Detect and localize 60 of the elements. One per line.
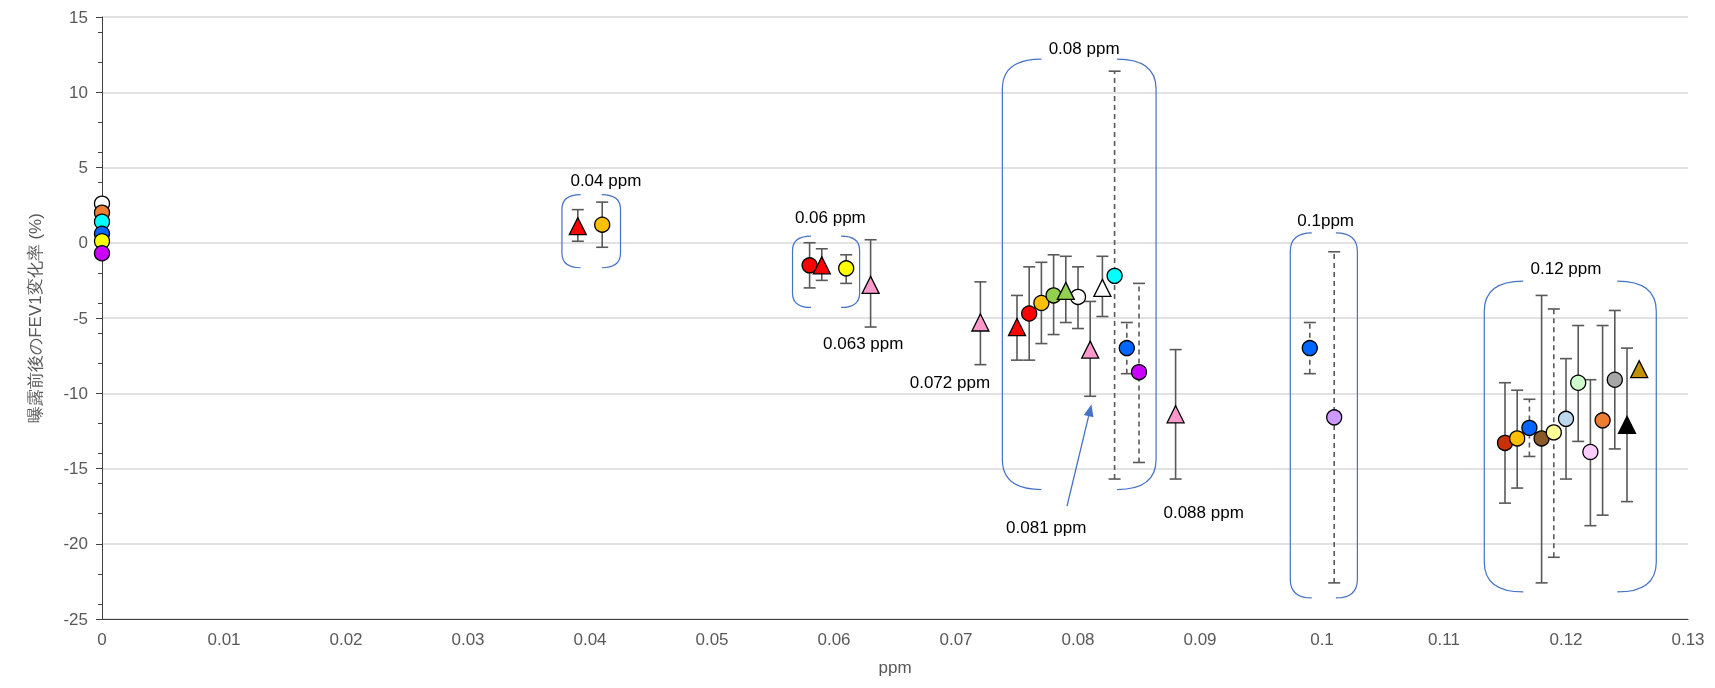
annotation: 0.088 ppm [1163, 502, 1244, 522]
point [1056, 281, 1075, 301]
point [812, 256, 831, 275]
point [1045, 287, 1062, 304]
point [1033, 294, 1050, 312]
point [1301, 339, 1318, 357]
annotation: 0.072 ppm [909, 373, 991, 393]
x-tick-label: 0.12 [1549, 630, 1583, 649]
annotation: 0.08 ppm [1048, 39, 1120, 59]
annotation: 0.1ppm [1297, 210, 1355, 230]
x-tick-label: 0.1 [1310, 630, 1334, 649]
annotation: 0.063 ppm [823, 334, 904, 354]
y-tick-label: -25 [63, 609, 88, 629]
x-axis-title: ppm [878, 658, 912, 677]
point [1557, 410, 1575, 427]
y-tick-label: 10 [69, 82, 88, 102]
y-tick-label: -5 [72, 308, 88, 328]
point [1118, 339, 1135, 357]
x-tick-label: 0 [97, 630, 107, 649]
point [1509, 430, 1526, 447]
point [93, 245, 111, 262]
x-tick-label: 0.08 [1061, 630, 1095, 649]
point [801, 257, 818, 274]
point [1081, 340, 1100, 359]
annotation: 0.06 ppm [794, 207, 866, 227]
annotation: 0.04 ppm [570, 170, 642, 190]
x-tick-label: 0.09 [1183, 630, 1217, 649]
y-tick-label: 5 [78, 158, 88, 177]
point [1570, 374, 1587, 391]
x-tick-label: 0.05 [695, 630, 729, 649]
point [1617, 415, 1637, 435]
x-tick-label: 0.02 [329, 630, 363, 649]
y-tick-label: 15 [69, 7, 88, 27]
y-axis-title: 曝露前後のFEV1変化率 (%) [26, 213, 45, 423]
x-tick-label: 0.06 [817, 630, 851, 649]
y-tick-label: -10 [63, 383, 88, 403]
x-tick-label: 0.07 [939, 630, 973, 649]
x-tick-label: 0.13 [1671, 630, 1705, 649]
point [1326, 409, 1343, 426]
point [1630, 360, 1649, 379]
point [1021, 305, 1038, 322]
x-tick-label: 0.04 [573, 630, 607, 649]
point [1582, 443, 1599, 461]
y-tick-label: -20 [63, 534, 88, 554]
point [594, 216, 611, 233]
annotation: 0.12 ppm [1530, 258, 1602, 278]
point [1533, 430, 1550, 447]
y-tick-label: -15 [63, 459, 88, 478]
point [1545, 424, 1562, 441]
point [971, 313, 990, 332]
annotation: 0.081 ppm [1006, 517, 1087, 537]
x-tick-label: 0.01 [207, 630, 241, 649]
x-tick-label: 0.03 [451, 630, 485, 649]
y-tick-label: 0 [78, 233, 88, 253]
point [1521, 419, 1538, 437]
point [1007, 317, 1027, 337]
point [1606, 371, 1623, 388]
point [861, 275, 880, 295]
point [1166, 405, 1185, 424]
x-tick-label: 0.11 [1428, 630, 1460, 649]
